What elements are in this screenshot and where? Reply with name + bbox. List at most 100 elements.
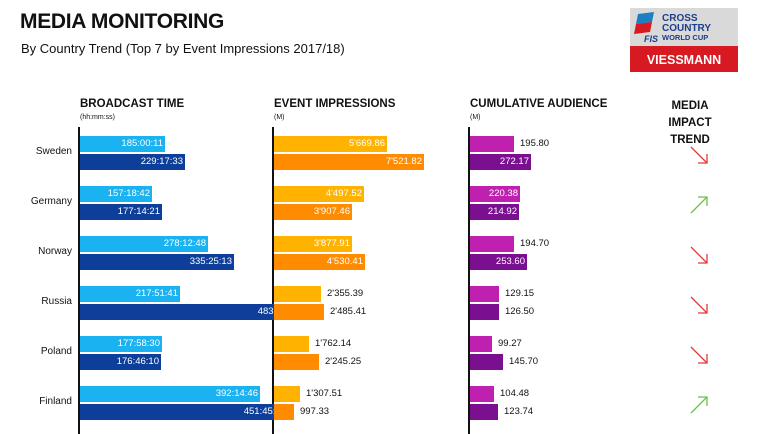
country-label: Poland xyxy=(40,346,72,357)
broadcast-bar xyxy=(80,186,152,202)
impressions-bar xyxy=(274,336,309,352)
audience-bar xyxy=(470,154,531,170)
impressions-bar xyxy=(274,236,352,252)
audience-value-label: 253.60 xyxy=(495,256,525,267)
trend-arrow-path xyxy=(690,346,708,364)
impressions-value-label: 2'485.41 xyxy=(330,306,367,317)
broadcast-axis xyxy=(78,127,80,434)
broadcast-bar xyxy=(80,304,302,320)
impressions-value-label: 7'521.82 xyxy=(385,156,422,167)
audience-bar xyxy=(470,204,519,220)
audience-bar xyxy=(470,404,498,420)
trend-down-arrow-icon xyxy=(690,146,708,164)
trend-up-arrow-icon xyxy=(690,196,708,214)
page-subtitle: By Country Trend (Top 7 by Event Impress… xyxy=(21,41,345,56)
trend-up-arrow-icon xyxy=(690,396,708,414)
logo-badge: FIS xyxy=(644,34,658,44)
impressions-bar xyxy=(274,186,364,202)
media-impact-trend-header: MEDIA IMPACT TREND xyxy=(650,98,730,149)
trend-arrow-path xyxy=(690,146,708,164)
broadcast-value-label: 185:00:11 xyxy=(121,138,163,149)
audience-value-label: 123.74 xyxy=(504,406,534,417)
country-label: Finland xyxy=(39,396,72,407)
impressions-bar xyxy=(274,386,300,402)
audience-bar xyxy=(470,286,499,302)
logo-line3: WORLD CUP xyxy=(662,33,708,42)
fis-viessmann-logo: FIS CROSS COUNTRY WORLD CUP VIESSMANN xyxy=(630,8,738,72)
broadcast-bar xyxy=(80,286,180,302)
event-impressions-header: EVENT IMPRESSIONS xyxy=(274,98,396,110)
trend-arrow-path xyxy=(690,246,708,264)
page-title: MEDIA MONITORING xyxy=(20,10,225,33)
impressions-value-label: 3'907.46 xyxy=(313,206,350,217)
broadcast-time-unit: (hh:mm:ss) xyxy=(80,114,115,121)
country-label: Norway xyxy=(38,246,72,257)
audience-value-label: 220.38 xyxy=(488,188,518,199)
broadcast-value-label: 392:14:46 xyxy=(215,388,258,399)
broadcast-bar xyxy=(80,404,288,420)
audience-bar xyxy=(470,386,494,402)
trend-down-arrow-icon xyxy=(690,296,708,314)
broadcast-bar xyxy=(80,386,260,402)
broadcast-bar xyxy=(80,336,162,352)
trend-arrow-path xyxy=(690,196,708,214)
broadcast-bar xyxy=(80,204,162,220)
trend-down-arrow-icon xyxy=(690,246,708,264)
broadcast-value-label: 177:14:21 xyxy=(117,206,160,217)
broadcast-bar xyxy=(80,236,208,252)
event-impressions-unit: (M) xyxy=(274,114,285,121)
country-label: Germany xyxy=(30,196,72,207)
broadcast-bar xyxy=(80,254,234,270)
trend-down-arrow-icon xyxy=(690,346,708,364)
broadcast-value-label: 335:25:13 xyxy=(189,256,232,267)
logo-sponsor: VIESSMANN xyxy=(647,53,721,67)
trend-header-line2: TREND xyxy=(670,134,710,146)
audience-value-label: 126.50 xyxy=(505,306,535,317)
logo-line2: COUNTRY xyxy=(662,23,711,34)
impressions-value-label: 3'877.91 xyxy=(313,238,350,249)
audience-bar xyxy=(470,336,492,352)
impressions-value-label: 1'307.51 xyxy=(306,388,343,399)
impressions-value-label: 1'762.14 xyxy=(315,338,352,349)
impressions-axis xyxy=(272,127,274,434)
country-label: Russia xyxy=(41,296,72,307)
broadcast-value-label: 176:46:10 xyxy=(116,356,159,367)
impressions-bar xyxy=(274,254,365,270)
audience-value-label: 195.80 xyxy=(520,138,550,149)
audience-bar xyxy=(470,254,527,270)
impressions-value-label: 2'355.39 xyxy=(327,288,364,299)
impressions-value-label: 997.33 xyxy=(300,406,330,417)
broadcast-bar xyxy=(80,354,161,370)
cumulative-audience-unit: (M) xyxy=(470,114,481,121)
impressions-value-label: 5'669.86 xyxy=(348,138,385,149)
impressions-bar xyxy=(274,404,294,420)
impressions-bar xyxy=(274,136,387,152)
broadcast-value-label: 217:51:41 xyxy=(135,288,178,299)
trend-arrow-path xyxy=(690,396,708,414)
impressions-value-label: 4'530.41 xyxy=(326,256,363,267)
audience-axis xyxy=(468,127,470,434)
cumulative-audience-header: CUMULATIVE AUDIENCE xyxy=(470,98,608,110)
broadcast-value-label: 451:45:27 xyxy=(243,406,286,417)
fis-flag-icon xyxy=(636,12,654,24)
audience-bar xyxy=(470,136,514,152)
logo-line1: CROSS xyxy=(662,13,698,24)
impressions-value-label: 4'497.52 xyxy=(325,188,362,199)
audience-value-label: 194.70 xyxy=(520,238,550,249)
audience-value-label: 272.17 xyxy=(499,156,529,167)
impressions-bar xyxy=(274,286,321,302)
impressions-bar xyxy=(274,304,324,320)
audience-value-label: 129.15 xyxy=(505,288,535,299)
trend-arrow-path xyxy=(690,296,708,314)
audience-value-label: 145.70 xyxy=(509,356,539,367)
broadcast-value-label: 157:18:42 xyxy=(107,188,150,199)
broadcast-value-label: 177:58:30 xyxy=(117,338,160,349)
audience-bar xyxy=(470,236,514,252)
broadcast-bar xyxy=(80,136,165,152)
trend-header-line1: MEDIA IMPACT xyxy=(668,100,712,129)
broadcast-time-header: BROADCAST TIME xyxy=(80,98,185,110)
impressions-bar xyxy=(274,354,319,370)
broadcast-bar xyxy=(80,154,185,170)
country-label: Sweden xyxy=(35,146,72,157)
audience-value-label: 99.27 xyxy=(498,338,522,349)
